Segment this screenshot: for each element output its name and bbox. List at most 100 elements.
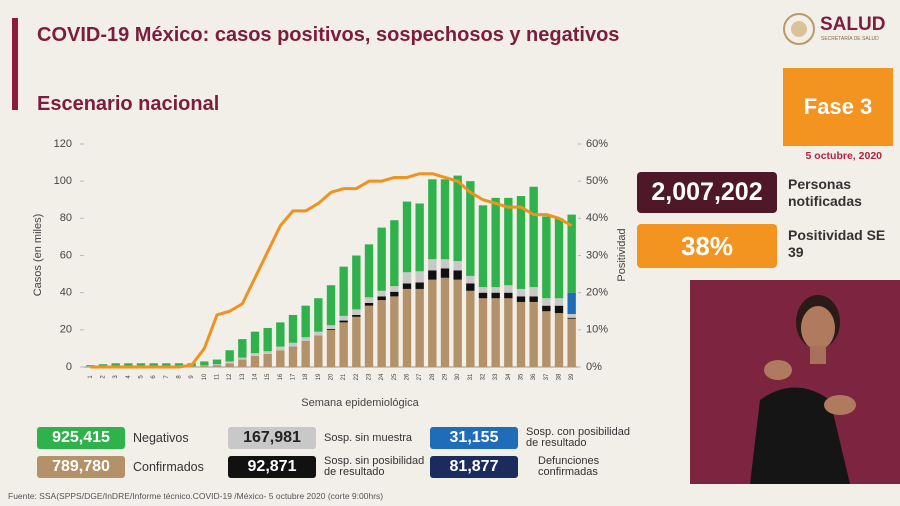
bar-segment [428, 270, 437, 280]
bar-segment [225, 363, 234, 367]
logo-subtext: SECRETARÍA DE SALUD [821, 36, 879, 42]
bar-segment [390, 291, 399, 297]
bar-segment [504, 292, 513, 299]
bar-segment [466, 181, 475, 276]
x-tick-label: 23 [367, 373, 373, 380]
y2-tick-label: 10% [586, 324, 608, 336]
bar-segment [440, 179, 450, 260]
legend-total: 167,981 [228, 427, 316, 449]
bar-segment [390, 296, 399, 367]
x-tick-label: 3 [113, 375, 119, 379]
x-tick-label: 16 [278, 373, 284, 380]
positivity-line [90, 172, 573, 369]
bar-segment [288, 342, 298, 347]
x-tick-label: 10 [202, 373, 208, 380]
bar-segment [453, 270, 462, 280]
bar-segment [428, 179, 437, 260]
legend-total: 92,871 [228, 456, 316, 478]
bar-segment [377, 290, 386, 297]
x-tick-label: 1 [88, 375, 94, 379]
x-tick-label: 14 [253, 373, 259, 380]
bar-segment [250, 355, 260, 367]
bar-segment [478, 292, 488, 299]
notified-value: 2,007,202 [637, 172, 777, 213]
bar-segment [529, 287, 538, 297]
bar-segment [364, 305, 374, 367]
bar-segment [212, 359, 222, 365]
bar-segment [554, 313, 564, 367]
bar-segment [542, 298, 551, 306]
legend-label: Negativos [133, 430, 189, 445]
bar-segment [263, 351, 272, 354]
bar-segment [567, 314, 576, 318]
x-tick-label: 20 [329, 373, 335, 380]
y2-tick-label: 40% [586, 212, 608, 224]
bar-segment [212, 364, 222, 366]
bar-segment [516, 296, 526, 302]
bar-segment [339, 320, 348, 323]
legend-total: 925,415 [37, 427, 125, 449]
date: 5 octubre, 2020 [805, 150, 882, 162]
bar-segment [453, 261, 462, 271]
y-axis-title: Casos (en miles) [32, 214, 44, 297]
y2-tick-label: 60% [586, 138, 608, 150]
bar-segment [377, 296, 386, 301]
bar-segment [238, 339, 247, 358]
bar-segment [491, 298, 500, 367]
bar-segment [352, 255, 361, 310]
bar-segment [567, 214, 576, 293]
y-tick-label: 40 [60, 287, 72, 299]
legend-total: 789,780 [37, 456, 125, 478]
bar-segment [440, 259, 450, 269]
bar-segment [98, 364, 108, 367]
x-tick-label: 8 [177, 375, 183, 379]
bar-segment [491, 292, 500, 299]
bar-segment [162, 363, 171, 367]
x-tick-label: 35 [519, 373, 525, 380]
bar-segment [225, 350, 234, 362]
bar-segment [124, 363, 133, 367]
bar-segment [377, 300, 386, 367]
bar-segment [149, 363, 158, 367]
bar-segment [314, 298, 323, 332]
x-tick-label: 28 [430, 373, 436, 380]
x-tick-label: 6 [151, 375, 157, 379]
bar-segment [542, 216, 551, 299]
bar-segment [415, 271, 424, 283]
bar-segment [402, 283, 412, 289]
bar-segment [428, 259, 437, 271]
bar-segment [478, 287, 488, 293]
bar-segment [453, 175, 462, 262]
bar-segment [200, 361, 209, 366]
bar-segment [402, 288, 412, 367]
bar-segment [326, 285, 336, 326]
bar-segment [567, 318, 576, 367]
bar-segment [288, 314, 298, 343]
bar-segment [504, 197, 513, 286]
x-tick-label: 36 [531, 373, 537, 380]
x-tick-label: 15 [265, 373, 271, 380]
bar-segment [415, 282, 424, 289]
bar-segment [276, 322, 285, 347]
legend-label: Sosp. sin muestra [324, 431, 413, 444]
y-tick-label: 60 [60, 249, 72, 261]
deaths-total: 81,877 [430, 456, 518, 478]
x-tick-label: 38 [557, 373, 563, 380]
x-tick-label: 18 [303, 373, 309, 380]
x-tick-label: 33 [493, 373, 499, 380]
bar-segment [402, 272, 412, 284]
bar-segment [326, 328, 336, 330]
x-tick-label: 13 [240, 373, 246, 380]
bar-segment [516, 301, 526, 367]
bar-segment [352, 316, 361, 367]
subtitle: Escenario nacional [37, 93, 220, 115]
bar-segment [326, 325, 336, 329]
accent-bar [12, 18, 18, 110]
bar-segment [466, 283, 475, 291]
bar-segment [567, 292, 576, 315]
bar-segment [276, 350, 285, 367]
bar-segment [212, 365, 222, 367]
bar-segment [200, 365, 209, 367]
bar-segment [529, 301, 538, 367]
bar-segment [339, 315, 348, 321]
